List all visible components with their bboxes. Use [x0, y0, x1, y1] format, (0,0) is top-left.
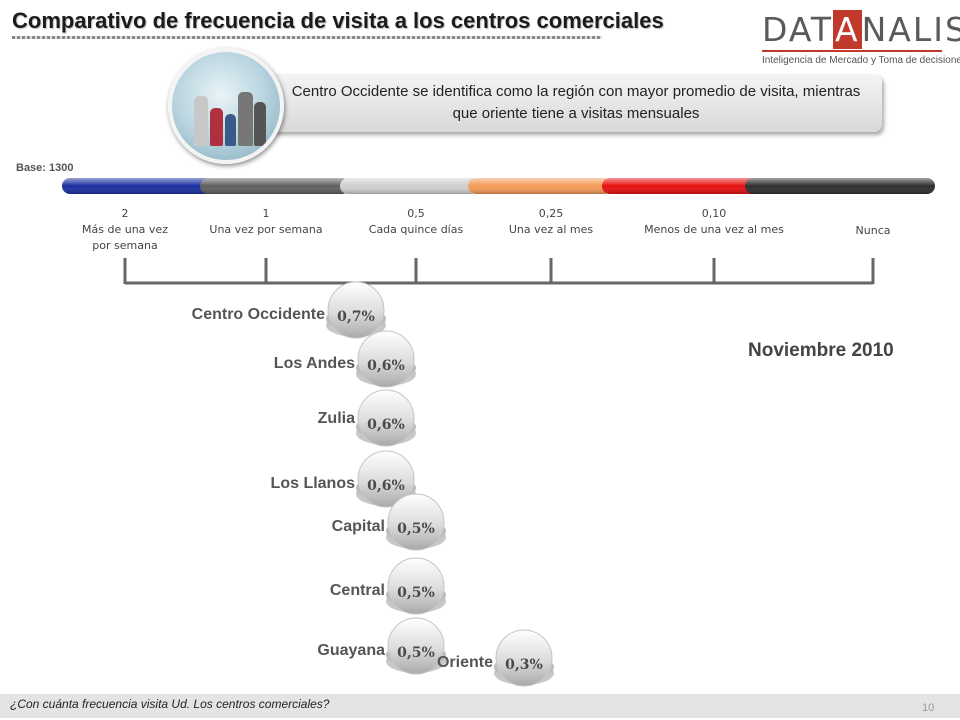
region-point: 0,6% Los Andes	[274, 330, 416, 388]
scale-segment-shine	[340, 178, 478, 194]
region-label: Centro Occidente	[192, 306, 325, 323]
bubble	[387, 617, 445, 675]
title-underline	[12, 36, 602, 39]
bubble-value-label: 0,6%	[367, 417, 405, 433]
frequency-axis: 2 Más de una vez por semana 1 Una vez por se…	[82, 207, 891, 285]
axis-tick-value: 2	[122, 207, 129, 220]
bubble-value-label: 0,6%	[367, 358, 405, 374]
shoppers-photo	[168, 48, 284, 164]
region-point: 0,7% Centro Occidente	[192, 281, 386, 339]
region-point: 0,6% Zulia	[318, 389, 416, 447]
axis-tick-label: Nunca	[856, 224, 891, 237]
bubble-value-label: 0,5%	[397, 585, 435, 601]
frequency-scale-bar	[62, 178, 935, 194]
axis-tick-value: 0,5	[407, 207, 425, 220]
bubble	[387, 557, 445, 615]
bubble	[357, 389, 415, 447]
region-point: 0,5% Central	[330, 557, 446, 615]
base-count: Base: 1300	[16, 162, 74, 174]
company-logo: DATANALISIS Inteligencia de Mercado y To…	[762, 10, 960, 66]
axis-tick-label: Menos de una vez al mes	[644, 223, 784, 236]
region-label: Los Andes	[274, 355, 355, 372]
scale-segment-shine	[870, 178, 935, 194]
callout-text: Centro Occidente se identifica como la r…	[291, 83, 861, 122]
footer-bar	[0, 694, 960, 718]
bubble-value-label: 0,7%	[337, 309, 375, 325]
bubble	[327, 281, 385, 339]
region-label: Guayana	[317, 642, 385, 659]
survey-question: ¿Con cuánta frecuencia visita Ud. Los ce…	[10, 697, 330, 711]
region-label: Capital	[332, 518, 385, 535]
page-title: Comparativo de frecuencia de visita a lo…	[12, 8, 664, 33]
region-point: 0,6% Los Llanos	[271, 450, 416, 508]
bubble	[387, 493, 445, 551]
bubble-value-label: 0,5%	[397, 645, 435, 661]
axis-tick-label: Más de una vez	[82, 223, 168, 236]
region-label: Los Llanos	[271, 475, 356, 492]
page-number: 10	[922, 702, 935, 714]
callout-banner: Centro Occidente se identifica como la r…	[250, 74, 882, 132]
axis-tick-label: por semana	[92, 239, 157, 252]
scale-segment-shine	[200, 178, 350, 194]
region-label: Central	[330, 582, 385, 599]
logo-tagline: Inteligencia de Mercado y Toma de decisi…	[762, 55, 960, 66]
date-label: Noviembre 2010	[748, 340, 894, 361]
bubble-value-label: 0,6%	[367, 478, 405, 494]
axis-tick-label: Una vez por semana	[209, 223, 322, 236]
region-label: Oriente	[437, 654, 493, 671]
axis-tick-value: 0,25	[539, 207, 564, 220]
scale-segment-shine	[745, 178, 890, 194]
scale-segment-shine	[602, 178, 760, 194]
axis-tick-label: Una vez al mes	[509, 223, 594, 236]
region-point: 0,5% Capital	[332, 493, 446, 551]
bubble	[357, 450, 415, 508]
region-bubbles: 0,7% Centro Occidente 0,6% Los Andes 0,6% Zul…	[192, 281, 554, 687]
scale-segment-shine	[468, 178, 612, 194]
region-point: 0,3% Oriente	[437, 629, 554, 687]
bubble-value-label: 0,5%	[397, 521, 435, 537]
region-point: 0,5% Guayana	[317, 617, 446, 675]
axis-tick-value: 1	[263, 207, 270, 220]
bubble-value-label: 0,3%	[505, 657, 543, 673]
region-label: Zulia	[318, 410, 355, 427]
axis-tick-label: Cada quince días	[369, 223, 464, 236]
axis-tick-value: 0,10	[702, 207, 727, 220]
bubble	[357, 330, 415, 388]
bubble	[495, 629, 553, 687]
